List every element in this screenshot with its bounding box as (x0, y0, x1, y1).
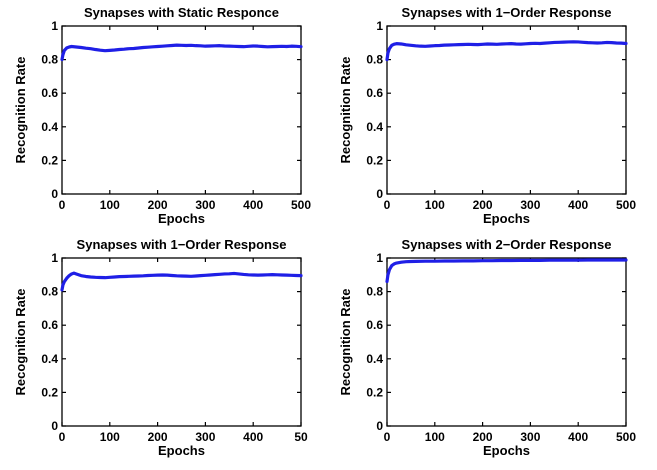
y-tick-label: 0 (376, 187, 383, 201)
y-tick-label: 0.2 (366, 153, 383, 167)
y-tick-label: 0.2 (41, 385, 58, 399)
x-axis-label: Epochs (483, 443, 530, 458)
chart-title: Synapses with 2−Order Response (402, 237, 612, 252)
y-tick-label: 0.8 (41, 53, 58, 67)
x-axis-label: Epochs (158, 443, 205, 458)
y-tick-label: 0 (51, 187, 58, 201)
y-tick-label: 0.6 (366, 86, 383, 100)
x-tick-label: 100 (100, 430, 120, 444)
x-axis-label: Epochs (483, 211, 530, 226)
x-tick-label: 100 (425, 198, 445, 212)
y-axis-label: Recognition Rate (338, 289, 353, 396)
x-tick-label: 400 (243, 430, 263, 444)
x-tick-label: 300 (195, 430, 215, 444)
plot-frame (386, 25, 627, 195)
series-line-1 (385, 258, 628, 284)
x-tick-label: 300 (520, 198, 540, 212)
x-tick-label: 200 (473, 198, 493, 212)
chart-panel-2: Synapses with 1−Order Response 0 0.2 0.4 0.6… (338, 5, 636, 226)
x-tick-label: 500 (291, 198, 311, 212)
series-line-1 (60, 43, 303, 62)
y-tick-label: 0.4 (41, 120, 58, 134)
x-tick-label: 200 (148, 198, 168, 212)
plot-frame (386, 257, 627, 427)
y-tick-label: 0.4 (366, 352, 383, 366)
y-tick-label: 1 (51, 251, 58, 265)
y-tick-label: 0.2 (41, 153, 58, 167)
x-tick-label: 400 (568, 430, 588, 444)
y-tick-label: 0.8 (366, 285, 383, 299)
y-axis-label: Recognition Rate (338, 57, 353, 164)
plot-frame (61, 257, 302, 427)
y-tick-label: 0.6 (41, 318, 58, 332)
y-tick-label: 0 (51, 419, 58, 433)
x-tick-label: 500 (616, 198, 636, 212)
y-tick-label: 0.8 (41, 285, 58, 299)
x-tick-label: 500 (616, 430, 636, 444)
x-tick-label: 200 (473, 430, 493, 444)
y-tick-label: 0.8 (366, 53, 383, 67)
y-tick-label: 1 (376, 19, 383, 33)
chart-title: Synapses with 1−Order Response (402, 5, 612, 20)
chart-title: Synapses with 1−Order Response (77, 237, 287, 252)
y-tick-label: 0.6 (41, 86, 58, 100)
x-tick-label: 100 (100, 198, 120, 212)
x-tick-label: 300 (520, 430, 540, 444)
x-tick-label: 100 (425, 430, 445, 444)
x-tick-label: 0 (59, 430, 66, 444)
plot-frame (61, 25, 302, 195)
series-line-1 (60, 271, 303, 292)
x-tick-label: 0 (384, 430, 391, 444)
x-tick-label: 50 (294, 430, 308, 444)
y-tick-label: 0.4 (41, 352, 58, 366)
y-tick-label: 0.6 (366, 318, 383, 332)
chart-panel-1: Synapses with Static Responce 0 0.2 0.4 0.6 0… (13, 5, 311, 226)
x-tick-label: 0 (59, 198, 66, 212)
x-tick-label: 200 (148, 430, 168, 444)
x-tick-label: 0 (384, 198, 391, 212)
x-tick-label: 400 (243, 198, 263, 212)
y-tick-label: 1 (376, 251, 383, 265)
chart-title: Synapses with Static Responce (84, 5, 279, 20)
y-tick-label: 0 (376, 419, 383, 433)
y-tick-label: 0.4 (366, 120, 383, 134)
y-axis-label: Recognition Rate (13, 289, 28, 396)
y-axis-label: Recognition Rate (13, 57, 28, 164)
y-tick-label: 0.2 (366, 385, 383, 399)
y-tick-label: 1 (51, 19, 58, 33)
chart-panel-3: Synapses with 1−Order Response 0 0.2 0.4 0.6… (13, 237, 308, 458)
x-tick-label: 300 (195, 198, 215, 212)
x-tick-label: 400 (568, 198, 588, 212)
x-axis-label: Epochs (158, 211, 205, 226)
series-line-1 (385, 40, 628, 62)
chart-panel-4: Synapses with 2−Order Response 0 0.2 0.4 0.6… (338, 237, 636, 458)
